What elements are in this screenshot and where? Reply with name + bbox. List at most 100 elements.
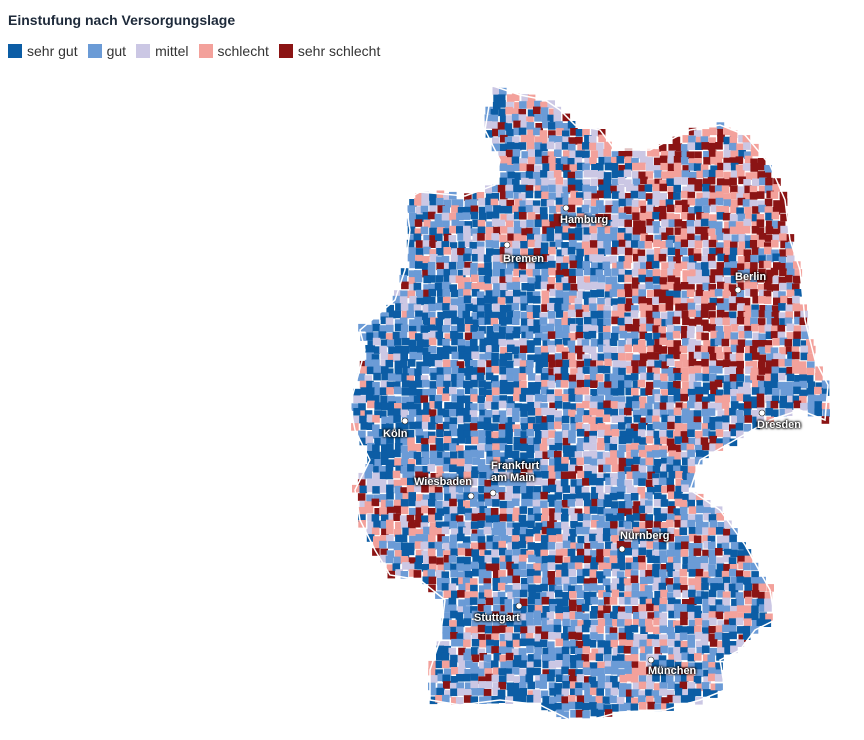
municipality (499, 576, 508, 585)
municipality (394, 550, 403, 558)
municipality (603, 605, 611, 613)
municipality (703, 157, 711, 165)
municipality (500, 214, 508, 222)
municipality (554, 702, 563, 711)
municipality (679, 681, 688, 690)
municipality (568, 212, 576, 221)
municipality (605, 618, 613, 626)
municipality (415, 346, 424, 354)
municipality (470, 696, 479, 704)
municipality (415, 514, 423, 523)
municipality (785, 242, 793, 250)
municipality (428, 584, 436, 593)
municipality (626, 338, 634, 346)
municipality (409, 212, 417, 221)
municipality (532, 200, 541, 208)
municipality (750, 164, 758, 172)
municipality (563, 179, 571, 188)
municipality (674, 263, 682, 271)
municipality (541, 352, 549, 361)
municipality (693, 422, 702, 430)
municipality (476, 241, 485, 250)
municipality (661, 219, 669, 227)
municipality (470, 680, 478, 689)
municipality (422, 576, 431, 585)
municipality (449, 346, 458, 354)
municipality (499, 304, 508, 313)
municipality (777, 221, 786, 229)
municipality (542, 660, 550, 669)
municipality (722, 640, 730, 648)
municipality (420, 325, 429, 333)
municipality (483, 605, 492, 613)
municipality (457, 666, 466, 675)
municipality (534, 431, 543, 439)
municipality (730, 344, 739, 353)
municipality (665, 578, 674, 586)
municipality (645, 689, 653, 697)
municipality (380, 359, 389, 368)
municipality (603, 318, 611, 326)
municipality (563, 311, 571, 320)
municipality (353, 408, 361, 416)
municipality (687, 667, 696, 676)
municipality (554, 318, 563, 327)
municipality (582, 667, 591, 675)
municipality (499, 254, 508, 263)
municipality (700, 197, 709, 206)
municipality (584, 431, 592, 439)
municipality (470, 394, 478, 402)
municipality (674, 542, 683, 551)
municipality (674, 151, 683, 159)
municipality (560, 347, 569, 355)
municipality (597, 227, 605, 235)
municipality (542, 521, 550, 529)
municipality (506, 500, 515, 509)
municipality (471, 666, 480, 675)
municipality (737, 310, 746, 319)
municipality (392, 381, 401, 389)
municipality (743, 562, 751, 571)
municipality (408, 380, 417, 389)
municipality (710, 683, 719, 692)
municipality (534, 165, 542, 173)
municipality (722, 422, 730, 430)
municipality (414, 465, 423, 474)
municipality (436, 641, 445, 649)
municipality (458, 584, 466, 592)
municipality (765, 331, 774, 340)
municipality (436, 248, 444, 256)
municipality (665, 332, 674, 340)
municipality (575, 611, 583, 620)
municipality (462, 212, 471, 220)
municipality (373, 365, 381, 374)
municipality (373, 494, 382, 503)
municipality (625, 226, 634, 235)
municipality (667, 556, 676, 565)
municipality (498, 410, 507, 418)
municipality (540, 549, 548, 558)
municipality (709, 365, 717, 374)
municipality (618, 501, 627, 509)
municipality (416, 494, 424, 502)
municipality (723, 233, 731, 242)
municipality (786, 255, 795, 264)
municipality (562, 681, 570, 689)
municipality (492, 303, 500, 312)
municipality (560, 479, 569, 487)
municipality (665, 354, 674, 362)
municipality (400, 521, 409, 529)
municipality (672, 136, 681, 145)
municipality (674, 491, 682, 500)
municipality (596, 571, 604, 579)
municipality (429, 193, 437, 201)
municipality (618, 414, 626, 423)
municipality (645, 624, 654, 633)
municipality (716, 653, 724, 661)
municipality (581, 221, 590, 229)
municipality (450, 269, 458, 278)
municipality (554, 480, 563, 488)
municipality (450, 688, 458, 697)
municipality (393, 479, 402, 488)
municipality (415, 248, 424, 256)
